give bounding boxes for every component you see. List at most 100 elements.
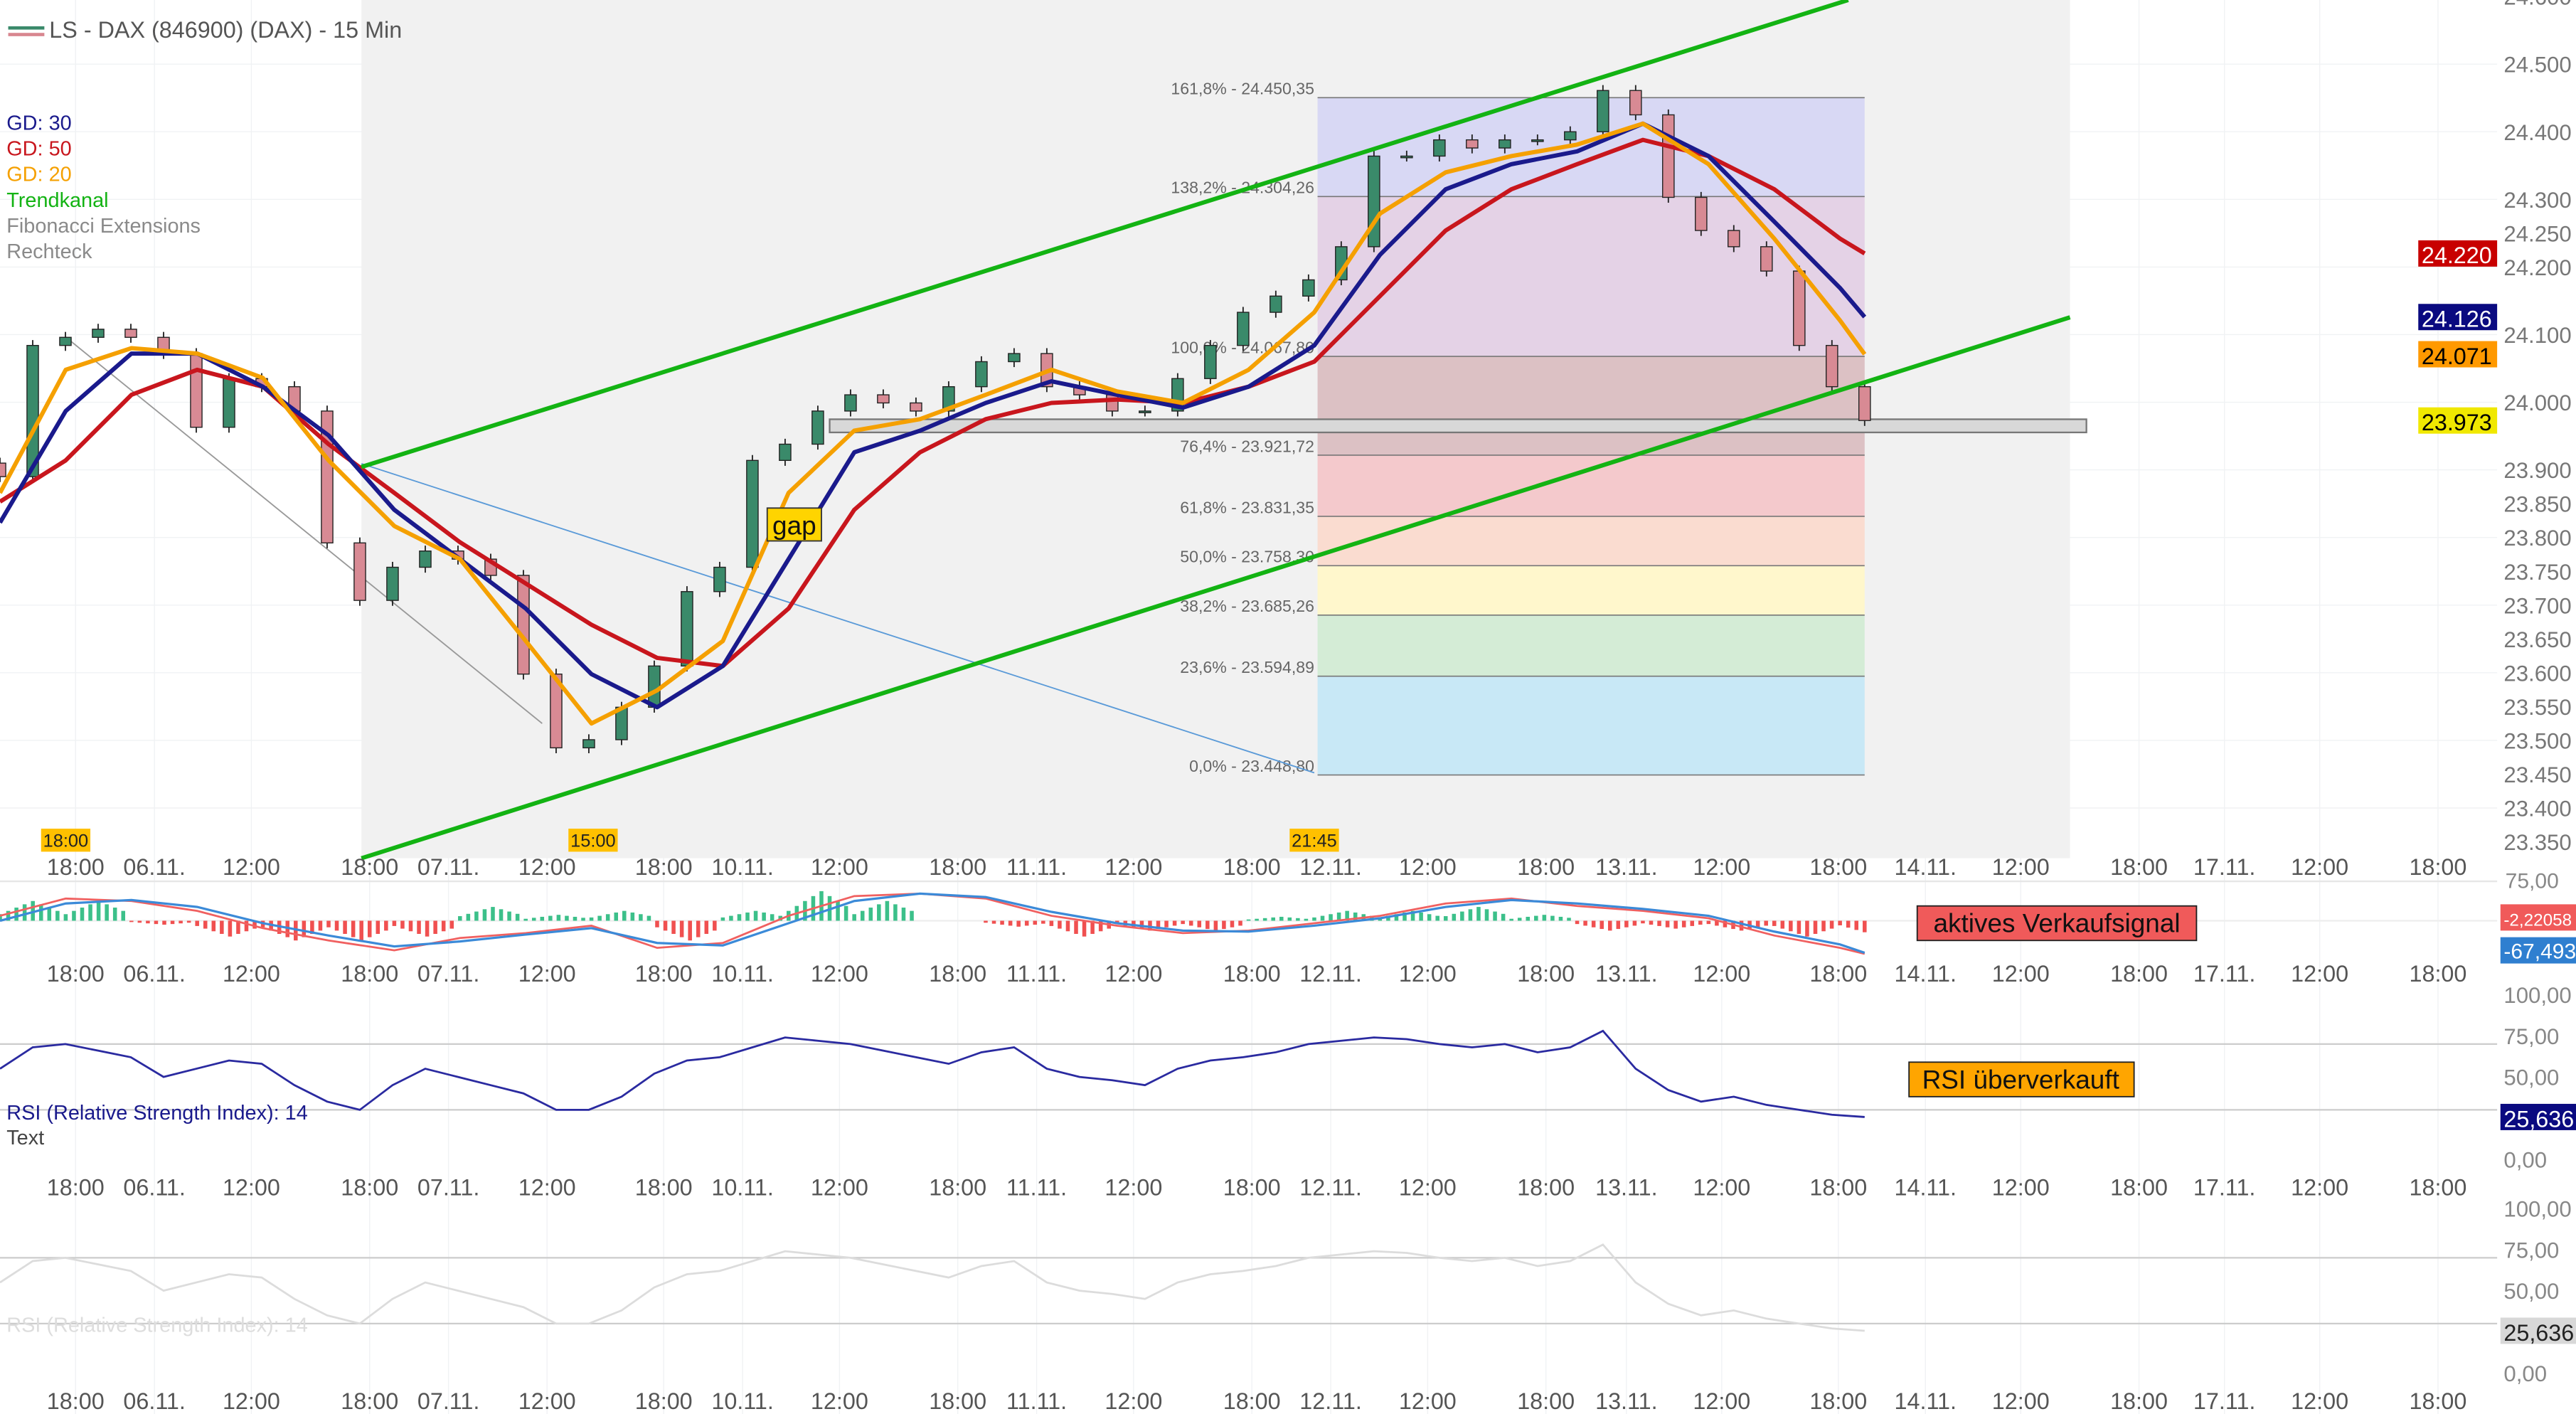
time-axis-label: 18:00	[2410, 1175, 2467, 1201]
time-axis-label: 12:00	[1105, 1175, 1162, 1201]
crosshair-marker-label: 21:45	[1292, 831, 1337, 851]
time-axis-label: 12:00	[1399, 854, 1457, 880]
fib-level-label: 161,8% - 24.450,35	[1171, 80, 1314, 98]
candle-up	[1564, 131, 1577, 141]
rsi-axis-label: 75,00	[2503, 1024, 2559, 1049]
time-axis-label: 12:00	[2291, 854, 2348, 880]
rsi-line	[0, 1029, 1865, 1118]
time-axis-label: 12:00	[811, 961, 868, 987]
rsi-tag-label: 25,636	[2503, 1106, 2574, 1132]
time-axis-label: 18:00	[2110, 961, 2168, 987]
gap-annotation[interactable]: gap	[766, 507, 822, 542]
time-axis-label: 18:00	[1517, 1175, 1575, 1201]
price-axis[interactable]: 24.600 24.500 24.400 24.300 24.250 24.200 24.1…	[2503, 0, 2571, 855]
time-axis-label: 12.11.	[1299, 1388, 1361, 1414]
time-axis-label: 18:00	[341, 1388, 398, 1414]
time-axis-label: 18:00	[635, 854, 693, 880]
rsi-axis-label: 100,00	[2503, 1197, 2571, 1222]
time-axis-label: 12:00	[1399, 1388, 1457, 1414]
candle-up	[746, 459, 759, 568]
time-axis-label: 18:00	[635, 1175, 693, 1201]
fib-level-label: 138,2% - 24.304,26	[1171, 179, 1314, 197]
macd-panel	[0, 891, 2498, 955]
candle-up	[975, 361, 988, 388]
time-axis-label: 18:00	[1517, 1388, 1575, 1414]
time-axis-label: 12.11.	[1299, 854, 1361, 880]
time-axis-label: 18:00	[341, 854, 398, 880]
candle-up	[1204, 344, 1217, 379]
fib-level-label: 23,6% - 23.594,89	[1180, 658, 1314, 676]
candle-up	[1008, 353, 1021, 363]
candle-down	[1695, 196, 1708, 231]
crosshair-marker-bg	[41, 829, 91, 852]
rectangle-drawing[interactable]	[829, 418, 2087, 434]
candle-up	[582, 739, 595, 749]
time-axis-label: 12:00	[811, 854, 868, 880]
time-axis-label: 12:00	[518, 1388, 576, 1414]
time-axis-label: 13.11.	[1595, 961, 1657, 987]
time-axis-label: 12.11.	[1299, 1175, 1361, 1201]
gray-trend-line[interactable]	[65, 336, 543, 724]
rsi-axis-label: 100,00	[2503, 983, 2571, 1008]
price-axis-label: 23.700	[2503, 593, 2571, 618]
macd-tag-bg	[2500, 904, 2576, 931]
trend-channel-lower[interactable]	[361, 315, 2071, 861]
legend-item: GD: 20	[6, 164, 71, 186]
time-axis-label: 06.11.	[123, 961, 185, 987]
sell-signal-annotation[interactable]: aktives Verkaufsignal	[1916, 905, 2198, 942]
price-axis-label: 23.400	[2503, 797, 2571, 822]
candle-up	[1237, 312, 1250, 346]
candle-up	[779, 443, 792, 461]
fib-band	[1317, 455, 1865, 516]
macd-axis-top: 75,00	[2506, 869, 2559, 893]
candle-down	[1858, 386, 1871, 421]
time-axis-label: 18:00	[1809, 1388, 1867, 1414]
time-axis-label: 18:00	[929, 961, 986, 987]
blue-trend-line[interactable]	[361, 462, 1315, 774]
rsi-line	[0, 1243, 1865, 1332]
price-tag-bg	[2418, 341, 2498, 368]
price-tag-label: 24.220	[2422, 243, 2492, 268]
time-axis-label: 12:00	[1992, 961, 2050, 987]
time-axis-label: 06.11.	[123, 1175, 185, 1201]
time-axis-label: 12:00	[811, 1388, 868, 1414]
price-tag-bg	[2418, 304, 2498, 331]
candle-up	[1499, 139, 1511, 149]
time-axis-label: 17.11.	[2193, 961, 2255, 987]
time-axis-label: 18:00	[1223, 1388, 1281, 1414]
rsi-oversold-annotation[interactable]: RSI überverkauft	[1908, 1061, 2135, 1097]
time-axis-label: 12:00	[1693, 961, 1750, 987]
time-axis-label: 11.11.	[1006, 1175, 1067, 1201]
crosshair-marker-bg	[1289, 829, 1339, 852]
time-axis-label: 18:00	[1809, 1175, 1867, 1201]
line-chart-icon	[8, 26, 45, 30]
candle-up	[386, 566, 399, 601]
time-axis-label: 14.11.	[1895, 1175, 1957, 1201]
time-axis-label: 12:00	[811, 1175, 868, 1201]
candle-up	[1302, 279, 1315, 297]
time-axis-label: 12:00	[1399, 961, 1457, 987]
candle-up	[26, 344, 39, 477]
macd-signal-line	[0, 892, 1866, 955]
candle-down	[910, 402, 922, 412]
price-axis-label: 23.800	[2503, 526, 2571, 551]
macd-tag-label: -67,493	[2503, 940, 2576, 964]
ma50-line	[0, 137, 1866, 669]
trend-channel-upper[interactable]	[361, 0, 1849, 469]
time-axis-macd: 18:00 06.11. 12:00 18:00 07.11. 12:00 18:00 10.…	[47, 961, 2467, 987]
rsi-2-legend: RSI (Relative Strength Index): 14	[6, 1314, 308, 1336]
fib-band	[1317, 565, 1865, 615]
rsi-axis-label: 50,00	[2503, 1065, 2559, 1090]
fib-level-label: 38,2% - 23.685,26	[1180, 597, 1314, 615]
time-axis-label: 18:00	[2110, 854, 2168, 880]
legend-item: Rechteck	[6, 240, 92, 263]
candle-up	[648, 665, 661, 708]
time-axis-label: 07.11.	[417, 961, 479, 987]
time-axis-label: 18:00	[2410, 854, 2467, 880]
rsi-panel: 100,00 75,00 50,00 0,00 25,636	[0, 983, 2576, 1172]
fib-band	[1317, 516, 1865, 566]
price-tag-bg	[2418, 407, 2498, 434]
sell-signal-label: aktives Verkaufsignal	[1933, 909, 2180, 938]
candle-up	[811, 410, 824, 445]
